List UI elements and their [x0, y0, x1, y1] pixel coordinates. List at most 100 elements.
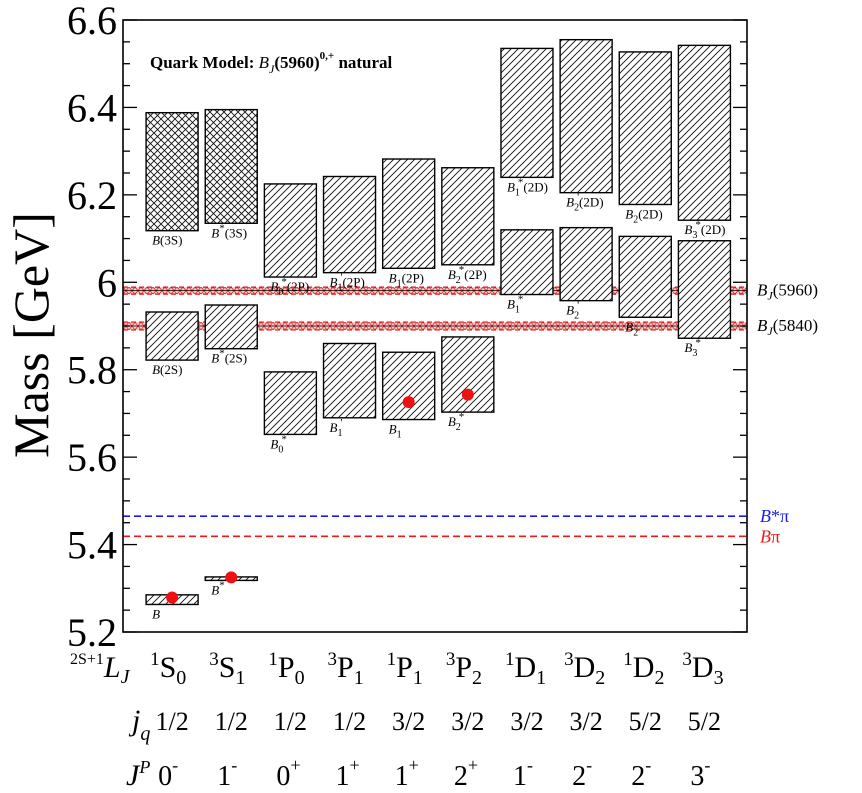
col-jq: 5/2	[629, 707, 662, 736]
state-label: B2'	[566, 300, 579, 322]
col-jq: 5/2	[688, 707, 721, 736]
col-jq: 3/2	[451, 707, 484, 736]
col-jp-value: 2	[631, 761, 645, 792]
y-tick-label: 5.2	[67, 610, 117, 655]
band-label-symbol: B	[757, 316, 768, 335]
col-jp-value: 1	[395, 761, 409, 792]
state-label-symbol: B	[507, 297, 515, 312]
state-label-symbol: B	[389, 422, 397, 437]
col-jp: 3-	[690, 755, 710, 792]
state-label-sub: 1	[337, 428, 342, 439]
col-jp-parity: +	[409, 755, 419, 775]
col-lj-letter: D	[574, 651, 596, 684]
state-label-tail: (2P)	[342, 275, 364, 290]
state-label-tail: (2S)	[225, 351, 247, 366]
row-label-jp-P: P	[138, 757, 150, 777]
state-label: B2(2D)	[625, 206, 663, 225]
threshold-label: Bπ	[760, 526, 780, 546]
col-jq: 1/2	[333, 707, 366, 736]
col-jp-value: 0	[276, 761, 290, 792]
col-lj: 1D1	[505, 649, 546, 689]
state-box	[382, 352, 435, 420]
col-jp-value: 0	[158, 761, 172, 792]
state-box	[146, 312, 199, 361]
col-lj-mult: 3	[446, 649, 456, 670]
state-label-sup: *	[695, 337, 701, 349]
state-label-sub: 2	[574, 203, 579, 214]
state-label: B0*	[270, 433, 286, 455]
state-label-sub: 1	[337, 283, 342, 294]
state-label-symbol: B	[152, 362, 160, 377]
state-label: B1'	[330, 417, 343, 439]
col-lj-letter: P	[278, 651, 295, 684]
col-jq: 1/2	[274, 707, 307, 736]
col-lj-j: 1	[536, 667, 546, 689]
state-box	[441, 336, 494, 413]
exp-point	[166, 591, 179, 604]
state-box	[619, 236, 672, 318]
state-label-symbol: B	[152, 606, 160, 621]
col-jp-value: 1	[513, 761, 527, 792]
col-lj: 3D3	[682, 649, 723, 689]
state-box-outline	[145, 111, 199, 232]
col-lj-j: 3	[714, 667, 724, 689]
threshold-label-c: π	[780, 506, 789, 526]
state-box-outline	[145, 311, 199, 361]
threshold-label: B*π	[760, 506, 789, 526]
col-jq: 3/2	[392, 707, 425, 736]
title-subscript: J	[269, 62, 275, 76]
state-label-tail: (2D)	[701, 222, 726, 237]
y-tick-label: 6.4	[67, 85, 117, 130]
row-label-jp-J: J	[126, 759, 141, 792]
col-lj-mult: 3	[682, 649, 692, 670]
col-jp: 2-	[572, 755, 592, 792]
state-label-symbol: B	[211, 225, 219, 240]
threshold-label-b: *	[771, 506, 780, 526]
col-jp: 2-	[631, 755, 651, 792]
state-label-tail: (2D)	[579, 195, 604, 210]
row-label-jq-q: q	[140, 723, 150, 745]
col-lj-j: 2	[654, 667, 664, 689]
col-lj-letter: P	[455, 651, 472, 684]
col-jp-parity: +	[468, 755, 478, 775]
state-label-sup: '	[340, 417, 342, 429]
state-label-sup: *	[459, 411, 465, 423]
y-axis-label: Mass [GeV]	[3, 212, 59, 458]
state-label: B1*(2D)	[507, 176, 548, 198]
col-jp-value: 1	[217, 761, 231, 792]
col-lj-letter: S	[160, 651, 177, 684]
quantum-number-table: 2S+1LJjqJP1S01/20-3S11/21-1P01/20+3P11/2…	[70, 649, 724, 792]
col-lj: 3P2	[446, 649, 482, 689]
state-label-sub: 3	[692, 230, 697, 241]
y-tick-labels: 5.2 5.4 5.6 5.8 6 6.2 6.4 6.6	[67, 0, 117, 655]
state-label-tail: (3S)	[160, 233, 182, 248]
col-lj-letter: D	[633, 651, 655, 684]
state-box-outline	[441, 336, 495, 413]
state-label-symbol: B	[625, 206, 633, 221]
state-label-symbol: B	[507, 179, 515, 194]
col-lj-mult: 1	[505, 649, 515, 670]
col-lj-letter: S	[219, 651, 236, 684]
col-lj-j: 1	[354, 667, 364, 689]
state-box	[323, 343, 376, 418]
state-label-sub: 2	[456, 422, 461, 433]
row-label-jq: jq	[128, 704, 150, 745]
experimental-points	[166, 388, 474, 604]
state-box-outline	[500, 229, 554, 296]
state-label-sub: 1	[397, 430, 402, 441]
state-label-sub: 0	[278, 287, 283, 298]
state-label-symbol: B	[211, 582, 219, 597]
col-jp-parity: -	[586, 755, 592, 775]
col-jp-parity: -	[527, 755, 533, 775]
state-box-outline	[263, 371, 318, 436]
col-jp-value: 3	[690, 761, 704, 792]
title-symbol: B	[259, 53, 270, 72]
state-box	[264, 371, 317, 435]
state-box-outline	[618, 51, 672, 206]
state-boxes: BB*B(2S)B*(2S)B(3S) B*(3S)B0*B1' B1B2*B0*(…	[145, 38, 732, 621]
exp-point	[225, 571, 238, 584]
state-label-symbol: B	[448, 267, 456, 282]
state-label-sub: 1	[397, 278, 402, 289]
col-jp: 1+	[395, 755, 419, 792]
